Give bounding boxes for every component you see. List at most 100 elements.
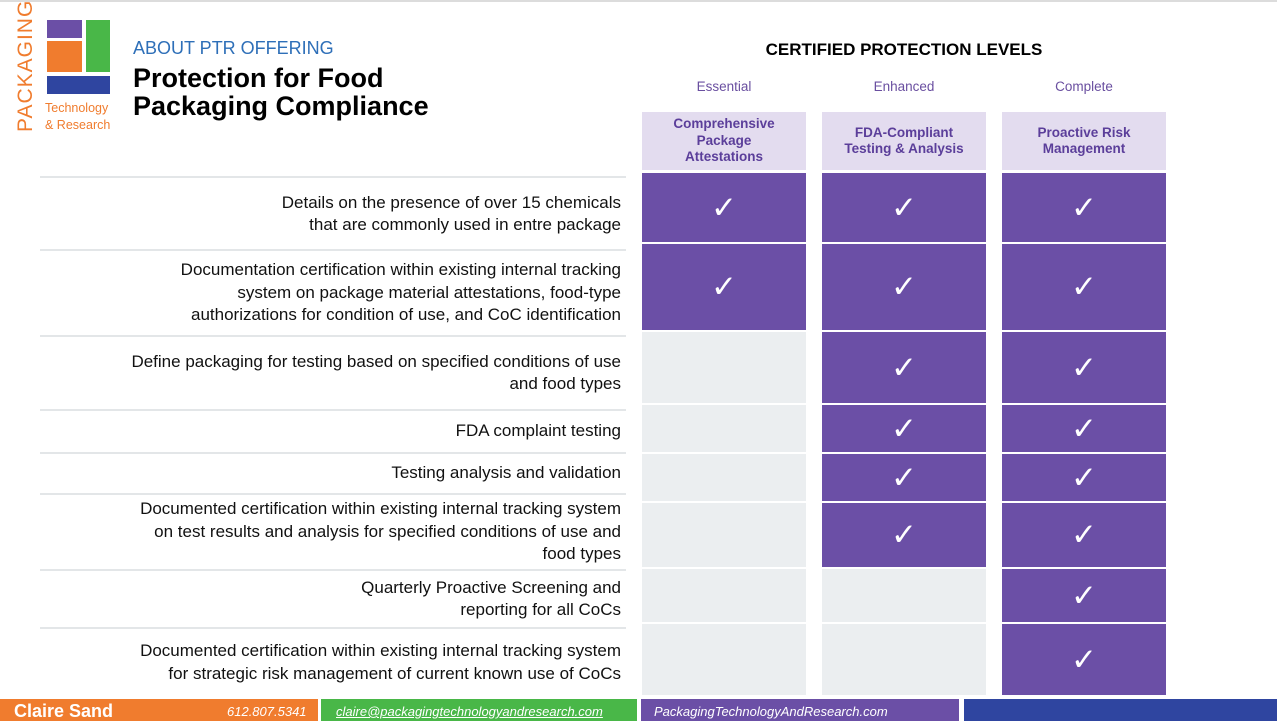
logo-purple-block xyxy=(47,20,82,38)
row-divider xyxy=(40,493,626,495)
empty-cell xyxy=(642,624,806,695)
row-divider xyxy=(40,335,626,337)
check-cell: ✓ xyxy=(642,244,806,330)
check-cell: ✓ xyxy=(1002,332,1166,403)
feature-label-line: Quarterly Proactive Screening and xyxy=(361,577,621,597)
empty-cell xyxy=(642,569,806,622)
checkmark-icon: ✓ xyxy=(711,269,737,304)
row-divider xyxy=(40,409,626,411)
top-rule xyxy=(0,0,1277,2)
check-cell: ✓ xyxy=(822,332,986,403)
checkmark-icon: ✓ xyxy=(891,349,917,385)
feature-label: Documented certification within existing… xyxy=(40,494,626,570)
logo-vertical-text: PACKAGING xyxy=(14,0,37,132)
feature-label: Testing analysis and validation xyxy=(40,453,626,494)
section-kicker: ABOUT PTR OFFERING xyxy=(133,38,334,58)
column-header-essential: Comprehensive Package Attestations xyxy=(642,112,806,170)
logo-green-block xyxy=(86,20,110,72)
footer-phone[interactable]: 612.807.5341 xyxy=(227,704,307,719)
feature-label-line: authorizations for condition of use, and… xyxy=(191,305,621,325)
feature-label-line: Testing analysis and validation xyxy=(391,463,621,483)
check-cell: ✓ xyxy=(822,503,986,567)
column-header-line: Comprehensive xyxy=(673,116,775,132)
empty-cell xyxy=(642,503,806,567)
checkmark-icon: ✓ xyxy=(1071,577,1097,613)
checkmark-icon: ✓ xyxy=(1071,349,1097,385)
checkmark-icon: ✓ xyxy=(891,269,917,304)
empty-cell xyxy=(642,332,806,403)
footer-email-bar: claire@packagingtechnologyandresearch.co… xyxy=(321,699,637,721)
feature-label-line: Documented certification within existing… xyxy=(140,499,621,519)
check-cell: ✓ xyxy=(1002,503,1166,567)
logo-line-research: & Research xyxy=(45,118,111,132)
checkmark-icon: ✓ xyxy=(711,189,737,225)
checkmark-icon: ✓ xyxy=(1071,189,1097,225)
footer-name: Claire Sand xyxy=(14,701,114,721)
checkmark-icon: ✓ xyxy=(1071,459,1097,495)
column-header-line: Testing & Analysis xyxy=(844,141,964,156)
feature-label-line: Define packaging for testing based on sp… xyxy=(131,351,621,371)
feature-label-line: Documentation certification within exist… xyxy=(180,260,621,280)
feature-label-line: food types xyxy=(542,544,621,564)
checkmark-icon: ✓ xyxy=(1071,517,1097,552)
check-cell: ✓ xyxy=(1002,173,1166,242)
check-cell: ✓ xyxy=(822,173,986,242)
checkmark-icon: ✓ xyxy=(1071,641,1097,677)
logo-line-technology: Technology xyxy=(45,101,109,115)
logo-blue-block xyxy=(47,76,110,94)
check-cell: ✓ xyxy=(1002,569,1166,622)
level-name-enhanced: Enhanced xyxy=(873,79,935,94)
feature-label: Define packaging for testing based on sp… xyxy=(40,336,626,410)
level-name-essential: Essential xyxy=(696,79,752,94)
row-divider xyxy=(40,569,626,571)
column-header-line: Management xyxy=(1042,141,1126,156)
check-cell: ✓ xyxy=(1002,454,1166,501)
feature-label: Documentation certification within exist… xyxy=(40,250,626,336)
checkmark-icon: ✓ xyxy=(891,189,917,225)
feature-label: Documented certification within existing… xyxy=(40,628,626,697)
column-header-line: Package xyxy=(696,132,752,148)
feature-label-line: and food types xyxy=(509,374,621,393)
column-header-line: Proactive Risk xyxy=(1037,124,1131,140)
feature-label: Details on the presence of over 15 chemi… xyxy=(40,178,626,250)
empty-cell xyxy=(642,405,806,452)
row-divider xyxy=(40,452,626,454)
footer-contact-bar: Claire Sand 612.807.5341 xyxy=(0,699,318,721)
row-divider xyxy=(40,176,626,178)
feature-label-line: Details on the presence of over 15 chemi… xyxy=(281,192,621,212)
empty-cell xyxy=(642,454,806,501)
empty-cell xyxy=(822,624,986,695)
check-cell: ✓ xyxy=(642,173,806,242)
feature-label-line: FDA complaint testing xyxy=(455,421,621,441)
checkmark-icon: ✓ xyxy=(891,410,917,446)
column-header-complete: Proactive Risk Management xyxy=(1002,112,1166,170)
checkmark-icon: ✓ xyxy=(891,517,917,552)
column-header-line: FDA-Compliant xyxy=(854,124,954,140)
column-header-line: Attestations xyxy=(684,149,763,165)
page-title: Protection for Food Packaging Compliance xyxy=(133,64,429,120)
feature-label-line: Documented certification within existing… xyxy=(140,641,621,660)
footer-website-bar: PackagingTechnologyAndResearch.com xyxy=(641,699,959,721)
level-name-complete: Complete xyxy=(1055,79,1113,94)
feature-label-line: on test results and analysis for specifi… xyxy=(154,521,621,541)
row-divider xyxy=(40,249,626,251)
check-cell: ✓ xyxy=(822,405,986,452)
feature-label-line: for strategic risk management of current… xyxy=(168,663,621,683)
row-divider xyxy=(40,627,626,629)
check-cell: ✓ xyxy=(822,244,986,330)
footer-email-link[interactable]: claire@packagingtechnologyandresearch.co… xyxy=(336,704,603,719)
page-title-line1: Protection for Food xyxy=(133,63,384,93)
check-cell: ✓ xyxy=(1002,244,1166,330)
feature-label: Quarterly Proactive Screening and reporti… xyxy=(40,570,626,628)
footer-blue-bar xyxy=(964,699,1277,721)
checkmark-icon: ✓ xyxy=(1071,410,1097,446)
feature-label-line: system on package material attestations,… xyxy=(237,282,621,302)
footer-website-link[interactable]: PackagingTechnologyAndResearch.com xyxy=(654,704,888,719)
empty-cell xyxy=(822,569,986,622)
levels-heading: CERTIFIED PROTECTION LEVELS xyxy=(765,40,1043,59)
checkmark-icon: ✓ xyxy=(1071,269,1097,304)
feature-label: FDA complaint testing xyxy=(40,410,626,453)
page-title-line2: Packaging Compliance xyxy=(133,91,429,121)
checkmark-icon: ✓ xyxy=(891,459,917,495)
check-cell: ✓ xyxy=(822,454,986,501)
